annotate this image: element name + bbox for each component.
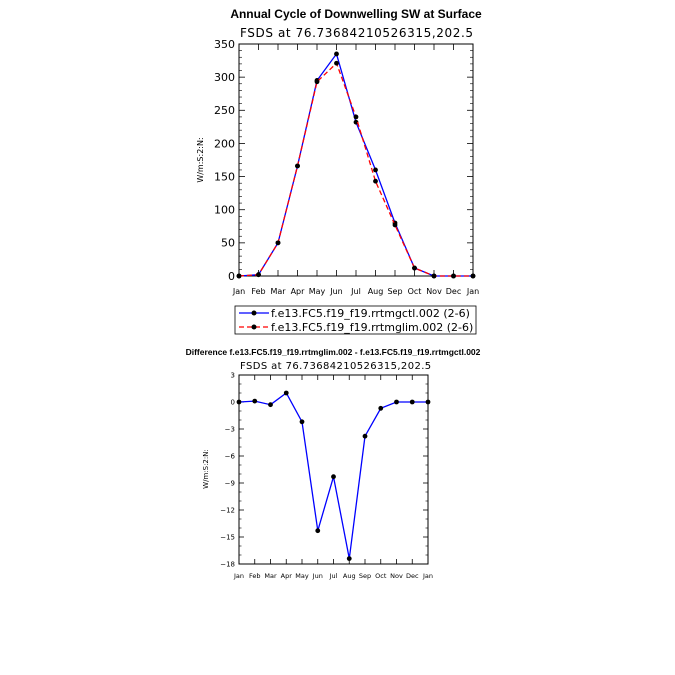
chart1-subtitle: FSDS at 76.73684210526315,202.5	[240, 26, 474, 40]
chart1-ytick-label: 300	[214, 71, 235, 84]
chart2-xtick-label: Sep	[359, 572, 371, 580]
chart2-xtick-label: Jan	[422, 572, 433, 580]
chart1-ytick-label: 200	[214, 137, 235, 150]
difference-chart: Difference f.e13.FC5.f19_f19.rrtmglim.00…	[186, 347, 481, 580]
chart2-series-point-0	[299, 419, 305, 425]
chart1-xtick-label: Nov	[426, 287, 442, 296]
chart1-ytick-label: 0	[228, 270, 235, 283]
chart1-plot-frame	[238, 43, 474, 277]
chart1-title: Annual Cycle of Downwelling SW at Surfac…	[230, 7, 482, 21]
chart2-ytick-label: −18	[220, 560, 235, 568]
chart2-ytick-label: −12	[220, 506, 235, 514]
chart2-series-point-0	[331, 474, 336, 480]
chart2-xtick-label: Aug	[343, 572, 356, 580]
chart2-series-point-0	[283, 390, 289, 396]
chart1-xtick-label: Dec	[446, 287, 461, 296]
chart1-series-point-0	[353, 119, 359, 125]
chart1-xtick-label: Jul	[350, 287, 361, 296]
chart2-y-axis-label: W/m:S:2:N:	[202, 449, 210, 489]
chart2-ytick-label: 3	[231, 371, 235, 379]
chart1-ytick-label: 250	[214, 104, 235, 117]
chart2-series-point-0	[394, 399, 399, 405]
chart1-xtick-label: Aug	[368, 287, 384, 296]
chart2-series	[236, 390, 431, 561]
chart2-xtick-label: Apr	[281, 572, 293, 580]
chart1-series-point-0	[334, 51, 339, 57]
chart2-subtitle: FSDS at 76.73684210526315,202.5	[240, 361, 432, 372]
chart1-series-point-1	[373, 178, 378, 184]
legend-box	[234, 305, 477, 335]
chart1-series-point-1	[470, 273, 476, 279]
chart1-ytick-label: 150	[214, 170, 235, 183]
chart1-series-point-0	[373, 167, 378, 173]
chart2-series-point-0	[409, 399, 415, 405]
chart2-xtick-label: Dec	[406, 572, 419, 580]
chart1-series-point-1	[451, 273, 456, 279]
chart1-xtick-label: Jun	[329, 287, 343, 296]
chart1-ytick-label: 350	[214, 38, 235, 51]
chart1-xtick-label: Mar	[270, 287, 286, 296]
chart1-xtick-label: Jan	[466, 287, 479, 296]
chart2-series-point-0	[315, 528, 321, 534]
chart1-xtick-label: Sep	[387, 287, 402, 296]
chart2-series-point-0	[252, 398, 258, 404]
chart1-ticks: 0 50 100 150 200 250 300 350 Jan Feb Mar Apr May Jun J…	[214, 38, 479, 296]
chart1-series-point-1	[431, 273, 437, 279]
chart1-series-point-1	[314, 79, 320, 85]
chart1-xtick-label: Jan	[232, 287, 245, 296]
chart2-xtick-label: Feb	[249, 572, 261, 580]
chart2-ytick-label: −9	[225, 479, 235, 487]
chart2-xtick-label: Mar	[264, 572, 277, 580]
chart2-series-point-0	[346, 556, 352, 561]
chart1-series-point-1	[256, 272, 261, 278]
chart1-xtick-label: Oct	[408, 287, 422, 296]
chart1-series-line-0	[238, 52, 473, 277]
annual-cycle-chart: Annual Cycle of Downwelling SW at Surfac…	[196, 7, 482, 296]
chart2-xtick-label: Jul	[329, 572, 338, 580]
chart1-y-axis-label: W/m:S:2:N:	[196, 137, 205, 182]
chart2-series-point-0	[378, 405, 384, 411]
chart2-xtick-label: May	[295, 572, 309, 580]
chart1-series-point-1	[353, 114, 359, 120]
chart2-series-point-0	[236, 399, 242, 405]
chart1-series	[236, 51, 476, 279]
chart1-series-point-1	[412, 265, 417, 271]
chart2-series-point-0	[362, 433, 368, 439]
legend-marker-ctl	[251, 310, 257, 316]
chart1-xtick-label: Feb	[251, 287, 265, 296]
chart1-series-point-1	[275, 240, 281, 246]
chart1-series-point-1	[295, 163, 300, 169]
chart1-series-point-1	[334, 60, 339, 66]
legend-entry-ctl: f.e13.FC5.f19_f19.rrtmgctl.002 (2-6)	[239, 307, 470, 320]
chart1-xtick-label: Apr	[291, 287, 306, 296]
chart1-legend: f.e13.FC5.f19_f19.rrtmgctl.002 (2-6) f.e…	[234, 305, 477, 335]
legend-label-lim: f.e13.FC5.f19_f19.rrtmglim.002 (2-6)	[271, 321, 473, 334]
chart2-series-point-0	[268, 402, 273, 408]
chart2-xtick-label: Nov	[390, 572, 403, 580]
legend-entry-lim: f.e13.FC5.f19_f19.rrtmglim.002 (2-6)	[239, 321, 473, 334]
chart2-ytick-label: −3	[225, 425, 235, 433]
legend-marker-lim	[251, 324, 257, 330]
chart2-series-point-0	[425, 399, 431, 405]
chart2-ytick-label: −6	[225, 452, 236, 460]
chart2-ticks: −18 −15 −12 −9 −6 −3 0 3 Jan Feb Mar Apr May Jun Jul Au…	[220, 371, 433, 580]
chart2-ytick-label: −15	[220, 533, 235, 541]
legend-label-ctl: f.e13.FC5.f19_f19.rrtmgctl.002 (2-6)	[271, 307, 470, 320]
chart1-ytick-label: 100	[214, 204, 235, 217]
chart1-series-line-1	[238, 62, 473, 277]
chart2-ytick-label: 0	[231, 398, 235, 406]
chart2-xtick-label: Jun	[312, 572, 323, 580]
chart2-xtick-label: Oct	[375, 572, 387, 580]
chart1-series-point-1	[392, 222, 398, 228]
chart2-xtick-label: Jan	[233, 572, 244, 580]
chart1-series-point-1	[236, 273, 242, 279]
chart1-xtick-label: May	[309, 287, 326, 296]
chart1-ytick-label: 50	[221, 237, 235, 250]
chart2-title: Difference f.e13.FC5.f19_f19.rrtmglim.00…	[186, 347, 481, 357]
